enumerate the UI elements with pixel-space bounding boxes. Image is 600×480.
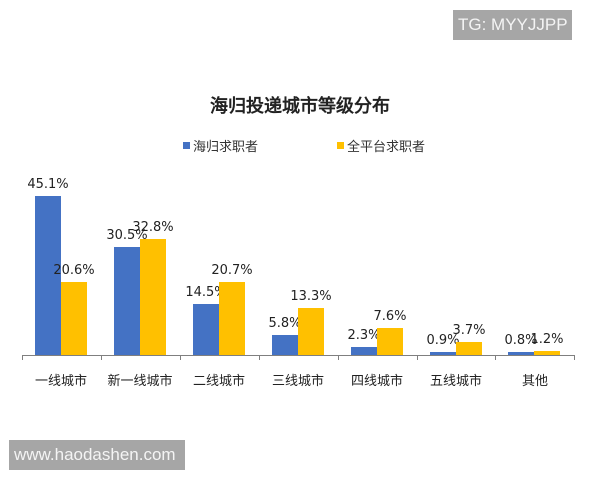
bar-all-platform (456, 342, 482, 355)
bar-returnee (193, 304, 219, 355)
chart-legend: 海归求职者 全平台求职者 (0, 136, 600, 155)
data-label: 7.6% (373, 309, 407, 324)
bar-returnee (272, 335, 298, 355)
data-label: 32.8% (132, 220, 174, 235)
legend-label: 全平台求职者 (347, 140, 426, 155)
data-label: 3.7% (452, 323, 486, 338)
bar-all-platform (377, 328, 403, 355)
data-label: 45.1% (27, 177, 69, 192)
bar-all-platform (219, 282, 245, 355)
watermark-top: TG: MYYJJPP (453, 10, 572, 40)
x-axis-tick (180, 355, 181, 360)
x-axis-category-label: 三线城市 (271, 374, 324, 389)
legend-item-series-1: 海归求职者 (183, 136, 258, 155)
x-axis-tick (495, 355, 496, 360)
x-axis-category-label: 五线城市 (429, 374, 482, 389)
x-axis-tick (574, 355, 575, 360)
x-axis (22, 355, 574, 356)
legend-swatch-icon (337, 142, 344, 149)
data-label: 1.2% (530, 332, 564, 347)
bar-all-platform (61, 282, 87, 355)
data-label: 0.9% (426, 333, 460, 348)
x-axis-category-label: 一线城市 (34, 374, 87, 389)
data-label: 13.3% (290, 289, 332, 304)
bar-returnee (508, 352, 534, 355)
x-axis-tick (101, 355, 102, 360)
legend-item-series-2: 全平台求职者 (337, 136, 425, 155)
bar-returnee (430, 352, 456, 355)
bar-returnee (35, 196, 61, 355)
x-axis-category-label: 四线城市 (350, 374, 403, 389)
data-label: 5.8% (268, 316, 302, 331)
bar-returnee (351, 347, 377, 355)
data-label: 2.3% (347, 328, 381, 343)
data-label: 0.8% (504, 333, 538, 348)
data-label: 20.6% (53, 263, 95, 278)
bar-all-platform (534, 351, 560, 355)
watermark-bottom: www.haodashen.com (9, 440, 185, 470)
bar-all-platform (140, 239, 166, 355)
x-axis-category-label: 二线城市 (192, 374, 245, 389)
data-label: 20.7% (211, 263, 253, 278)
legend-label: 海归求职者 (193, 140, 259, 155)
x-axis-category-label: 新一线城市 (107, 374, 173, 389)
bar-all-platform (298, 308, 324, 355)
bar-returnee (114, 247, 140, 355)
chart-title: 海归投递城市等级分布 (210, 96, 390, 117)
x-axis-tick (22, 355, 23, 360)
data-label: 14.5% (185, 285, 227, 300)
x-axis-tick (338, 355, 339, 360)
x-axis-tick (417, 355, 418, 360)
x-axis-tick (259, 355, 260, 360)
legend-swatch-icon (183, 142, 190, 149)
x-axis-category-label: 其他 (521, 374, 548, 389)
data-label: 30.5% (106, 228, 148, 243)
